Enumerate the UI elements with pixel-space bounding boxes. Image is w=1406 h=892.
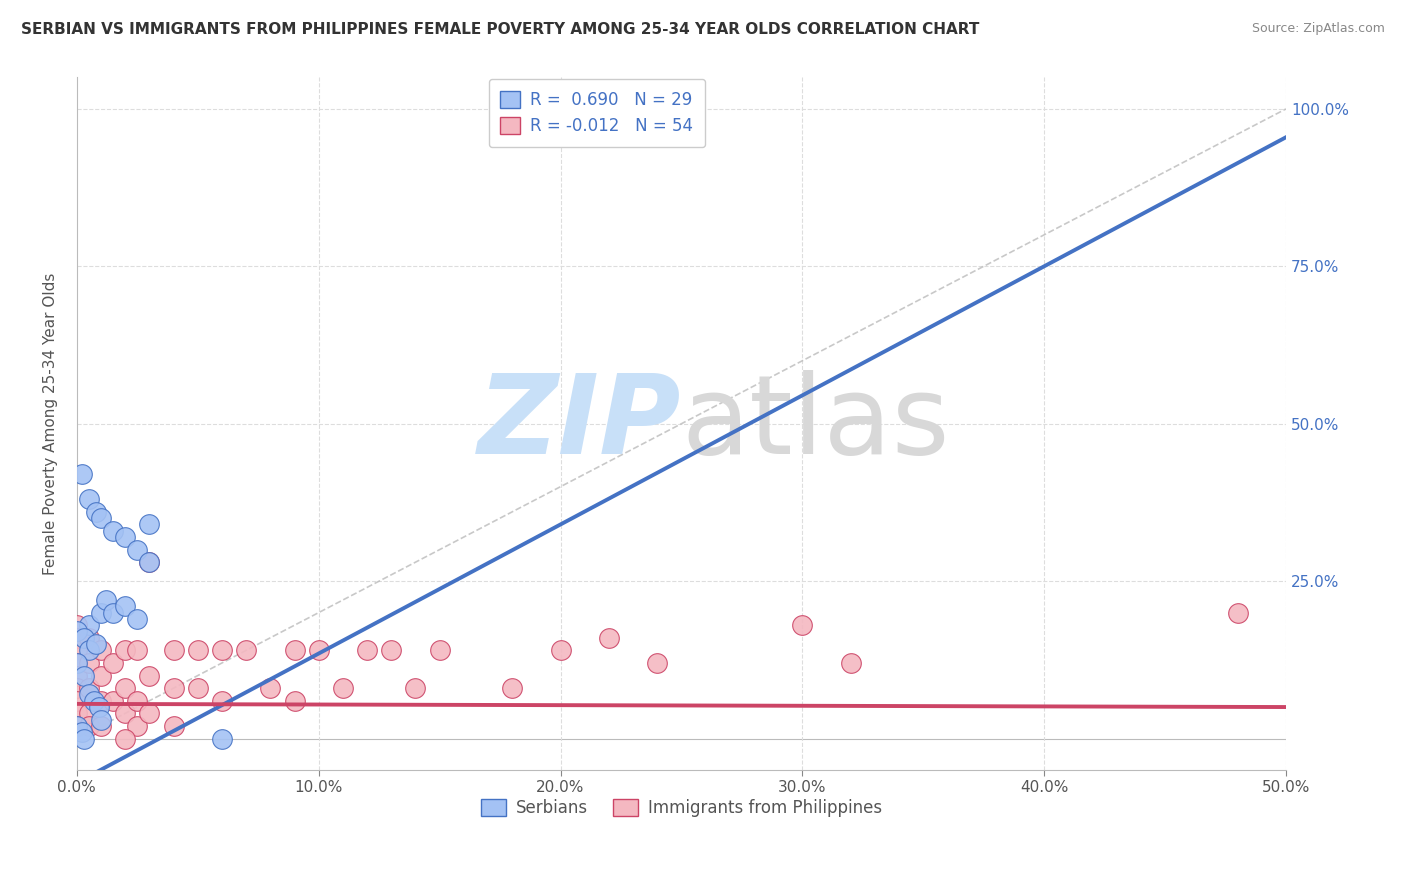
Y-axis label: Female Poverty Among 25-34 Year Olds: Female Poverty Among 25-34 Year Olds — [44, 273, 58, 575]
Point — [84, 637, 107, 651]
Point — [162, 681, 184, 695]
Point — [77, 656, 100, 670]
Point — [235, 643, 257, 657]
Point — [839, 656, 862, 670]
Point — [70, 725, 93, 739]
Point — [77, 719, 100, 733]
Point — [90, 643, 112, 657]
Point — [83, 694, 105, 708]
Text: SERBIAN VS IMMIGRANTS FROM PHILIPPINES FEMALE POVERTY AMONG 25-34 YEAR OLDS CORR: SERBIAN VS IMMIGRANTS FROM PHILIPPINES F… — [21, 22, 980, 37]
Point — [332, 681, 354, 695]
Point — [70, 467, 93, 481]
Point — [211, 643, 233, 657]
Point — [162, 719, 184, 733]
Point — [77, 681, 100, 695]
Point — [66, 631, 89, 645]
Point — [429, 643, 451, 657]
Point — [162, 643, 184, 657]
Point — [114, 643, 136, 657]
Point — [138, 668, 160, 682]
Point — [90, 713, 112, 727]
Point — [114, 681, 136, 695]
Point — [1226, 606, 1249, 620]
Point — [114, 599, 136, 614]
Point — [101, 694, 124, 708]
Point — [138, 517, 160, 532]
Point — [211, 731, 233, 746]
Point — [550, 643, 572, 657]
Text: ZIP: ZIP — [478, 370, 682, 477]
Point — [66, 681, 89, 695]
Point — [792, 618, 814, 632]
Text: atlas: atlas — [682, 370, 950, 477]
Point — [77, 618, 100, 632]
Point — [380, 643, 402, 657]
Point — [73, 668, 96, 682]
Point — [127, 694, 149, 708]
Point — [77, 631, 100, 645]
Point — [84, 505, 107, 519]
Point — [138, 555, 160, 569]
Point — [101, 656, 124, 670]
Point — [101, 524, 124, 538]
Point — [138, 555, 160, 569]
Point — [77, 643, 100, 657]
Point — [94, 593, 117, 607]
Point — [77, 706, 100, 721]
Point — [77, 492, 100, 507]
Point — [66, 624, 89, 639]
Point — [404, 681, 426, 695]
Point — [283, 694, 305, 708]
Point — [127, 719, 149, 733]
Point — [66, 618, 89, 632]
Point — [283, 643, 305, 657]
Point — [138, 706, 160, 721]
Point — [187, 681, 209, 695]
Point — [90, 719, 112, 733]
Point — [501, 681, 523, 695]
Point — [114, 530, 136, 544]
Point — [90, 694, 112, 708]
Point — [66, 656, 89, 670]
Point — [101, 606, 124, 620]
Text: Source: ZipAtlas.com: Source: ZipAtlas.com — [1251, 22, 1385, 36]
Point — [77, 688, 100, 702]
Point — [73, 631, 96, 645]
Point — [66, 719, 89, 733]
Point — [66, 706, 89, 721]
Point — [90, 668, 112, 682]
Point — [127, 643, 149, 657]
Point — [114, 731, 136, 746]
Legend: Serbians, Immigrants from Philippines: Serbians, Immigrants from Philippines — [474, 792, 889, 824]
Point — [66, 719, 89, 733]
Point — [356, 643, 378, 657]
Point — [259, 681, 281, 695]
Point — [187, 643, 209, 657]
Point — [90, 606, 112, 620]
Point — [90, 511, 112, 525]
Point — [211, 694, 233, 708]
Point — [87, 700, 110, 714]
Point — [127, 612, 149, 626]
Point — [645, 656, 668, 670]
Point — [598, 631, 620, 645]
Point — [127, 542, 149, 557]
Point — [66, 668, 89, 682]
Point — [66, 656, 89, 670]
Point — [66, 694, 89, 708]
Point — [308, 643, 330, 657]
Point — [73, 731, 96, 746]
Point — [66, 643, 89, 657]
Point — [114, 706, 136, 721]
